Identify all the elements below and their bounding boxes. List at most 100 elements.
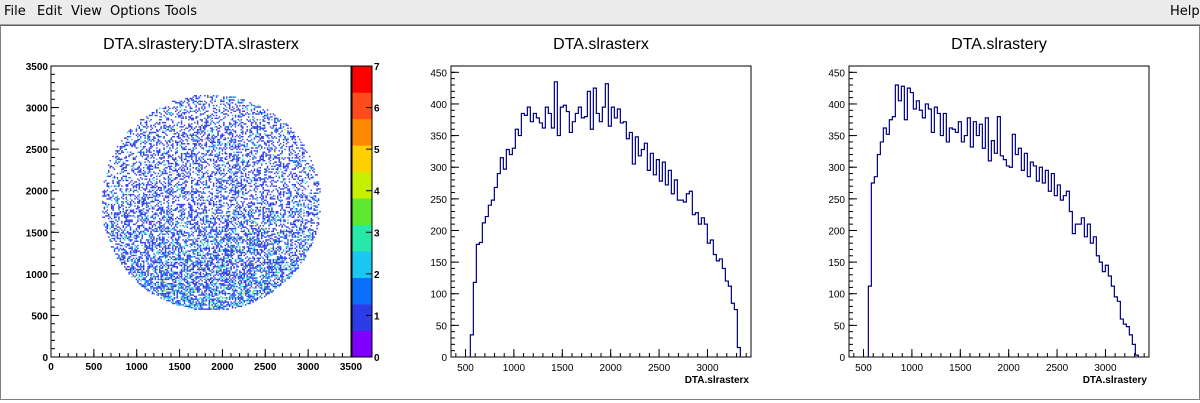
heatmap-cell <box>188 288 190 291</box>
heatmap-cell <box>118 249 120 251</box>
heatmap-cell <box>134 260 136 262</box>
heatmap-cell <box>170 137 173 139</box>
heatmap-cell <box>159 208 161 210</box>
menu-tools[interactable]: Tools <box>165 4 198 19</box>
heatmap-cell <box>159 150 161 152</box>
heatmap-cell <box>195 295 197 298</box>
heatmap-cell <box>234 263 237 265</box>
heatmap-cell <box>208 137 210 139</box>
heatmap-cell <box>166 206 168 209</box>
heatmap-cell <box>166 113 168 115</box>
menu-edit[interactable]: Edit <box>37 4 63 19</box>
heatmap-cell <box>208 209 210 211</box>
heatmap-cell <box>179 254 181 257</box>
heatmap-cell <box>124 249 126 251</box>
heatmap-cell <box>210 158 212 161</box>
heatmap-cell <box>135 222 138 224</box>
menu-help[interactable]: Help <box>1170 4 1200 19</box>
heatmap-cell <box>110 212 113 214</box>
heatmap-cell <box>212 114 215 117</box>
menu-view[interactable]: View <box>71 4 102 19</box>
heatmap-cell <box>208 249 210 251</box>
heatmap-cell <box>172 222 174 224</box>
heatmap-cell <box>116 195 119 197</box>
heatmap-cell <box>137 219 139 221</box>
heatmap-cell <box>122 254 125 257</box>
heatmap-cell <box>227 260 229 262</box>
heatmap-cell <box>228 280 231 282</box>
heatmap-cell <box>131 268 133 271</box>
menu-options[interactable]: Options <box>110 4 161 19</box>
heatmap-cell <box>129 195 132 197</box>
heatmap-cell <box>208 290 210 292</box>
heatmap-cell <box>230 141 232 144</box>
heatmap-cell <box>195 261 197 264</box>
heatmap-cell <box>210 278 212 281</box>
heatmap-cell <box>148 179 151 182</box>
heatmap-cell <box>154 137 157 139</box>
heatmap-cell <box>193 210 196 213</box>
heatmap-cell <box>217 196 219 199</box>
heatmap-cell <box>198 308 200 310</box>
heatmap-cell <box>196 140 199 142</box>
heatmap-cell <box>201 175 203 177</box>
heatmap-cell <box>153 229 155 231</box>
heatmap-cell <box>208 140 210 142</box>
heatmap-cell <box>236 240 238 243</box>
root-canvas[interactable]: DTA.slrastery:DTA.slrasterx 0 500 1000 1500… <box>0 25 1200 400</box>
heatmap-cell <box>224 261 227 264</box>
heatmap-cell <box>138 185 141 187</box>
heatmap-cell <box>183 263 186 265</box>
heatmap-cell <box>207 264 209 267</box>
heatmap-cell <box>125 175 127 177</box>
heatmap-cell <box>210 96 212 98</box>
heatmap-cell <box>154 290 157 292</box>
heatmap-cell <box>204 242 206 244</box>
heatmap-cell <box>196 128 199 131</box>
heatmap-cell <box>210 127 212 129</box>
heatmap-cell <box>196 305 199 308</box>
heatmap-cell <box>189 288 192 291</box>
heatmap-cell <box>189 290 192 292</box>
heatmap-cell <box>205 277 208 279</box>
heatmap-cell <box>234 191 237 193</box>
heatmap-cell <box>134 244 136 247</box>
heatmap-cell <box>210 233 212 235</box>
heatmap-cell <box>189 165 192 168</box>
heatmap-cell <box>112 226 114 228</box>
heatmap-cell <box>192 261 194 264</box>
menu-file[interactable]: File <box>4 4 26 19</box>
heatmap-cell <box>189 174 192 176</box>
pad-heatmap[interactable]: DTA.slrastery:DTA.slrasterx 0 500 1000 1500… <box>26 36 380 373</box>
heatmap-cell <box>138 193 141 196</box>
heatmap-cell <box>199 110 202 112</box>
heatmap-cell <box>118 198 120 200</box>
heatmap-cell <box>150 181 152 183</box>
heatmap-cell <box>156 287 158 289</box>
heatmap-cell <box>214 274 216 276</box>
heatmap-cell <box>157 278 159 281</box>
heatmap-cell <box>175 195 177 197</box>
heatmap-cell <box>191 230 193 233</box>
heatmap-cell <box>183 280 186 282</box>
heatmap-cell <box>169 193 171 196</box>
heatmap-cell <box>151 178 154 180</box>
heatmap-cell <box>177 263 180 265</box>
heatmap-cell <box>116 215 119 217</box>
heatmap-cell <box>231 212 234 214</box>
heatmap-cell <box>210 261 212 264</box>
heatmap-cell <box>124 233 126 235</box>
heatmap-cell <box>154 192 157 194</box>
heatmap-cell <box>144 126 146 128</box>
heatmap-cell <box>204 291 206 293</box>
heatmap-cell <box>141 213 143 216</box>
heatmap-cell <box>201 196 203 199</box>
heatmap-cell <box>228 189 231 192</box>
heatmap-cell <box>163 152 165 155</box>
heatmap-cell <box>195 131 197 134</box>
heatmap-cell <box>231 167 234 169</box>
heatmap-cell <box>201 167 203 169</box>
heatmap-cell <box>157 172 159 175</box>
heatmap-cell <box>159 111 161 114</box>
heatmap-cell <box>112 181 114 183</box>
